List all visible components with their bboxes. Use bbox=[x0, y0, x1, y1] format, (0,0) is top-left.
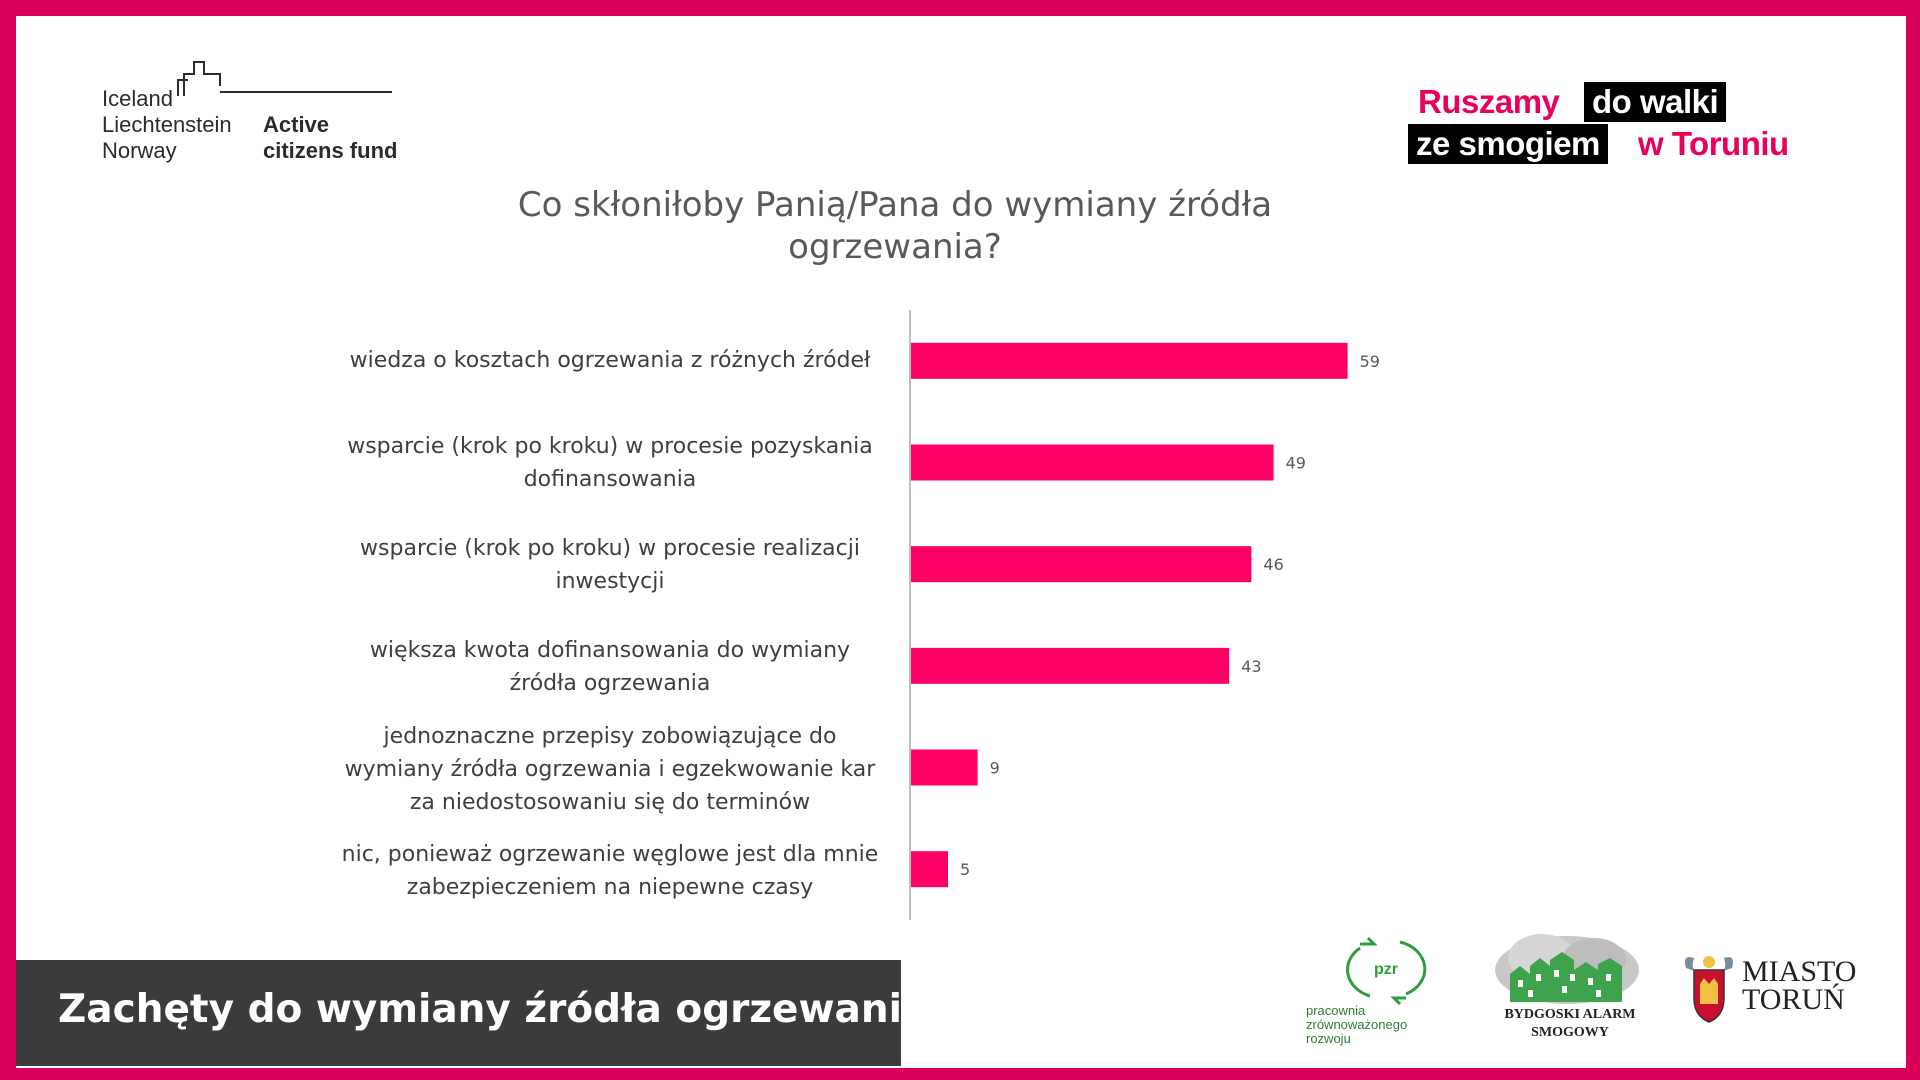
pzr-logo-icon: pzr bbox=[1346, 936, 1427, 1006]
data-label-4: 43 bbox=[1241, 657, 1261, 676]
eea-fund-line2: citizens fund bbox=[263, 138, 398, 163]
pzr-mark: pzr bbox=[1374, 961, 1398, 978]
category-label-3-line-2: inwestycji bbox=[555, 569, 665, 594]
campaign-logo: Ruszamy do walki ze smogiem w Toruniu bbox=[1408, 82, 1828, 168]
category-label-5-line-3: za niedostosowaniu się do terminów bbox=[409, 790, 811, 815]
bar-3 bbox=[911, 546, 1252, 583]
category-label-5: jednoznaczne przepisy zobowiązujące do w… bbox=[330, 720, 890, 819]
category-label-4: większa kwota dofinansowania do wymiany … bbox=[330, 634, 890, 700]
category-label-2: wsparcie (krok po kroku) w procesie pozy… bbox=[330, 430, 890, 496]
eea-country-2: Liechtenstein bbox=[102, 112, 232, 137]
bas-logo-text: BYDGOSKI ALARM SMOGOWY bbox=[1504, 1007, 1636, 1040]
category-label-1-line: wiedza o kosztach ogrzewania z różnych ź… bbox=[349, 348, 871, 373]
torun-logo-text: MIASTO TORUŃ bbox=[1742, 955, 1857, 1016]
data-label-2: 49 bbox=[1286, 454, 1306, 473]
data-label-5: 9 bbox=[990, 759, 1000, 778]
data-label-3: 46 bbox=[1263, 555, 1283, 574]
torun-coat-of-arms-icon bbox=[1685, 956, 1733, 1023]
skyline-icon bbox=[177, 61, 392, 96]
category-label-4-line-1: większa kwota dofinansowania do wymiany bbox=[369, 638, 851, 663]
eea-grants-logo: Iceland Liechtenstein Norway Active citi… bbox=[102, 58, 402, 168]
category-label-2-line-1: wsparcie (krok po kroku) w procesie pozy… bbox=[347, 434, 873, 459]
category-label-4-line-2: źródła ogrzewania bbox=[509, 671, 711, 696]
bar-2 bbox=[911, 444, 1274, 481]
category-label-6-line-1: nic, ponieważ ogrzewanie węglowe jest dl… bbox=[341, 842, 879, 867]
data-label-6: 5 bbox=[960, 860, 970, 879]
eea-country-3: Norway bbox=[102, 138, 177, 163]
bar-1 bbox=[911, 342, 1348, 379]
chart-title: Co skłoniłoby Panią/Pana do wymiany źród… bbox=[517, 185, 1273, 267]
campaign-line1-part2: do walki bbox=[1584, 82, 1727, 122]
category-label-5-line-1: jednoznaczne przepisy zobowiązujące do bbox=[383, 724, 837, 749]
data-label-1: 59 bbox=[1360, 352, 1380, 371]
category-label-3-line-1: wsparcie (krok po kroku) w procesie real… bbox=[360, 536, 860, 561]
campaign-line1-part1: Ruszamy bbox=[1418, 83, 1560, 120]
category-label-1: wiedza o kosztach ogrzewania z różnych ź… bbox=[330, 344, 890, 377]
bar-4 bbox=[911, 647, 1230, 684]
footer-title: Zachęty do wymiany źródła ogrzewania bbox=[58, 987, 929, 1032]
eea-country-1: Iceland bbox=[102, 86, 173, 111]
campaign-line2-part2: w Toruniu bbox=[1638, 125, 1789, 162]
pzr-logo-text: pracownia zrównoważonego rozwoju bbox=[1306, 1003, 1408, 1046]
category-label-6: nic, ponieważ ogrzewanie węglowe jest dl… bbox=[330, 838, 890, 904]
category-label-5-line-2: wymiany źródła ogrzewania i egzekwowanie… bbox=[344, 757, 876, 782]
category-label-3: wsparcie (krok po kroku) w procesie real… bbox=[330, 532, 890, 598]
footer-banner: Zachęty do wymiany źródła ogrzewania bbox=[16, 960, 928, 1066]
campaign-line2-part1: ze smogiem bbox=[1408, 124, 1608, 164]
category-label-6-line-2: zabezpieczeniem na niepewne czasy bbox=[406, 875, 814, 900]
bas-logo-icon bbox=[1495, 934, 1639, 1004]
bar-5 bbox=[911, 749, 978, 786]
eea-fund-line1: Active bbox=[263, 112, 330, 137]
bar-6 bbox=[911, 851, 948, 888]
category-label-2-line-2: dofinansowania bbox=[523, 467, 697, 492]
